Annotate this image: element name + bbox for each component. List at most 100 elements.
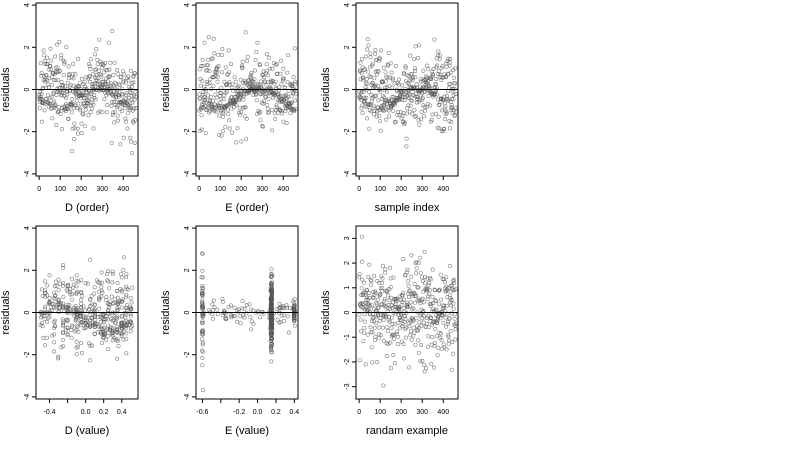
data-point [65, 325, 70, 330]
data-point [53, 69, 58, 74]
data-point [362, 280, 367, 285]
data-point [89, 106, 94, 111]
data-point [45, 319, 50, 324]
data-point [50, 75, 55, 80]
y-tick-label: 2 [344, 261, 351, 265]
data-point [74, 94, 79, 99]
data-point [408, 77, 413, 82]
data-point [128, 135, 133, 140]
data-point [54, 283, 59, 288]
data-point [433, 111, 438, 116]
data-point [234, 140, 239, 145]
data-point [89, 90, 94, 95]
data-point [263, 71, 268, 76]
data-point [438, 272, 443, 277]
data-point [218, 96, 223, 101]
data-point [410, 294, 415, 299]
data-point [56, 78, 61, 83]
data-point [407, 288, 412, 293]
data-point [47, 315, 52, 320]
data-point [254, 98, 259, 103]
data-point [426, 334, 431, 339]
data-point [413, 75, 418, 80]
data-point [205, 68, 210, 73]
data-point [434, 307, 439, 312]
panel-3: 0 100 200 300 400 -4 -2 0 2 4 sample index residual… [320, 2, 459, 214]
data-point [249, 73, 254, 78]
data-point [200, 57, 205, 62]
x-tick-label: 100 [214, 186, 226, 193]
data-point [241, 97, 246, 102]
data-point [225, 89, 230, 94]
x-tick-label: 0 [357, 409, 361, 416]
data-point [419, 342, 424, 347]
panel-6: 0 100 200 300 400 -3 -2 -1 0 1 2 3 randam example res… [320, 225, 459, 437]
data-point [267, 110, 272, 115]
data-point [128, 320, 133, 325]
data-point [226, 112, 231, 117]
data-point [129, 93, 134, 98]
data-point [420, 296, 425, 301]
data-point [48, 58, 53, 63]
data-point [403, 317, 408, 322]
data-point [221, 111, 226, 116]
data-point [96, 68, 101, 73]
data-point [377, 113, 382, 118]
data-point [247, 82, 252, 87]
data-point [110, 28, 115, 33]
data-point [402, 98, 407, 103]
data-point [42, 304, 47, 309]
data-point [278, 71, 283, 76]
data-point [63, 107, 68, 112]
data-point [410, 78, 415, 83]
data-point [276, 107, 281, 112]
data-point [205, 63, 210, 68]
data-point [379, 301, 384, 306]
data-point [360, 56, 365, 61]
data-point [55, 65, 60, 70]
data-point [76, 311, 81, 316]
data-point [74, 98, 79, 103]
data-point [369, 330, 374, 335]
data-point [120, 93, 125, 98]
data-point [446, 334, 451, 339]
data-point [101, 320, 106, 325]
data-point [451, 278, 456, 283]
data-point [219, 52, 224, 57]
data-point [451, 93, 456, 98]
data-point [110, 100, 115, 105]
data-point [428, 315, 433, 320]
data-point [420, 358, 425, 363]
data-point [235, 319, 240, 324]
data-point [65, 80, 70, 85]
data-point [399, 311, 404, 316]
data-point [367, 309, 372, 314]
data-point [86, 94, 91, 99]
data-point [110, 338, 115, 343]
data-point [280, 305, 285, 310]
x-tick-label: 0.4 [117, 409, 127, 416]
data-point [380, 325, 385, 330]
data-point [77, 80, 82, 85]
data-point [442, 72, 447, 77]
data-point [237, 105, 242, 110]
data-point [258, 92, 263, 97]
data-point [42, 317, 47, 322]
data-point [86, 113, 91, 118]
data-point [97, 88, 102, 93]
data-point [442, 279, 447, 284]
y-tick-label: -2 [24, 128, 31, 134]
data-point [106, 279, 111, 284]
data-point [220, 296, 225, 301]
data-point [50, 307, 55, 312]
data-point [415, 95, 420, 100]
data-point [232, 105, 237, 110]
data-point [221, 299, 226, 304]
data-point [92, 291, 97, 296]
data-point [269, 304, 274, 309]
data-point [244, 302, 249, 307]
data-point [430, 267, 435, 272]
data-point [437, 53, 442, 58]
data-point [66, 116, 71, 121]
data-point [287, 330, 292, 335]
